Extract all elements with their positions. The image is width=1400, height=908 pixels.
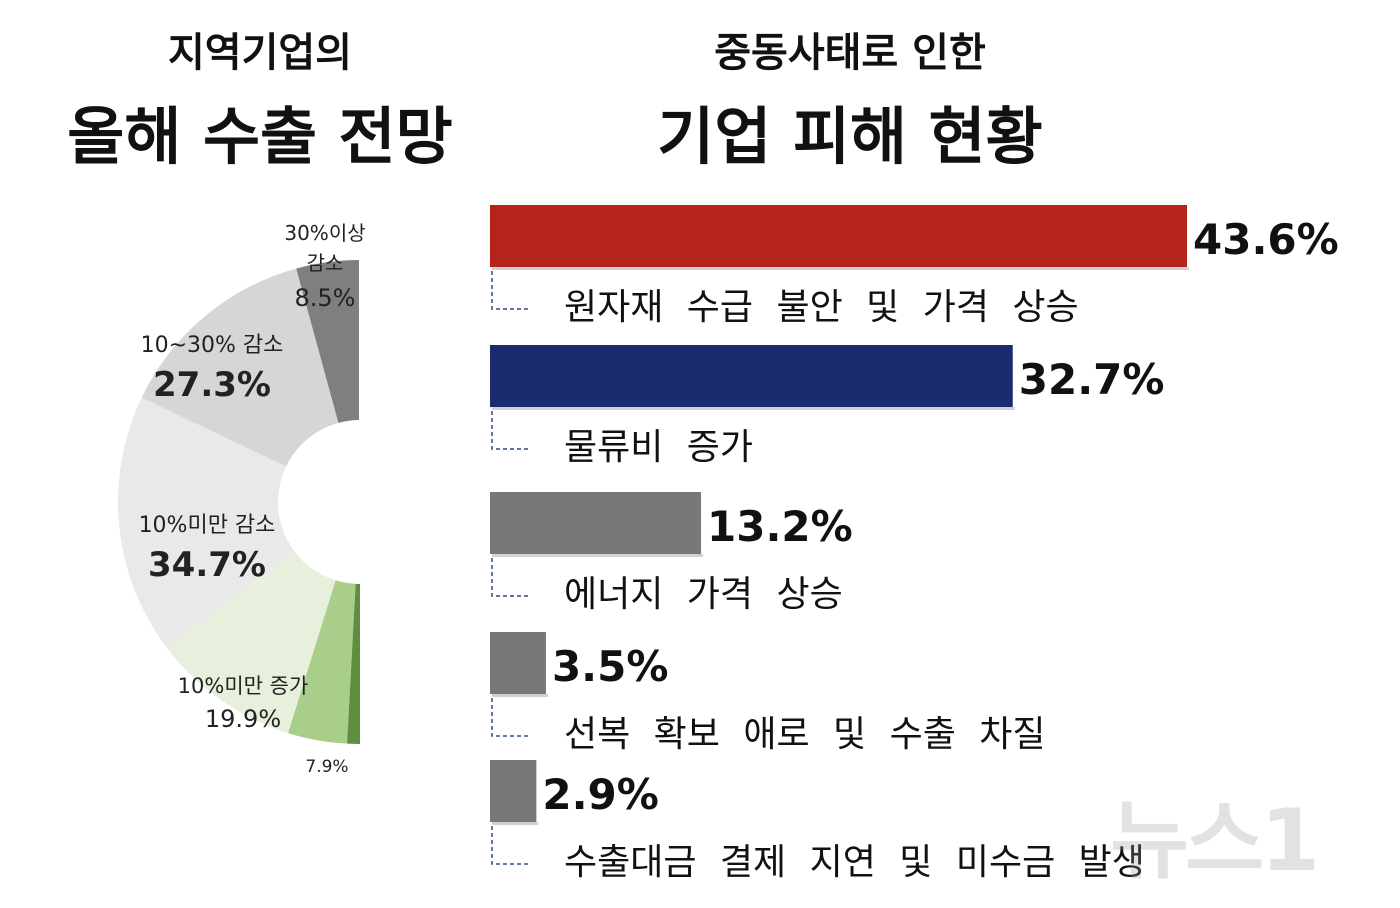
donut-chart: 30%이상 감소 8.5%10~30% 감소 27.3%10%미만 감소 34.7%10… [117, 221, 366, 777]
bar-value-label: 2.9% [542, 770, 658, 819]
bar [490, 205, 1187, 267]
bar [490, 760, 537, 822]
bar-shadow [492, 822, 539, 825]
bar-shadow [492, 267, 1189, 270]
bar-value-label: 13.2% [707, 502, 853, 551]
left-title-line2: 올해 수출 전망 [67, 100, 453, 173]
bar-connector [491, 411, 528, 450]
bar-connector [491, 271, 528, 310]
watermark: 뉴스1 [1110, 791, 1320, 891]
bar-category-label: 원자재 수급 불안 및 가격 상승 [564, 287, 1079, 328]
bar-value-label: 3.5% [552, 642, 668, 691]
donut-label-category: 10~30% 감소 [141, 333, 284, 358]
donut-label-category: 10%미만 감소 [139, 513, 276, 538]
left-title-line1: 지역기업의 [168, 30, 352, 76]
bar-connector [491, 698, 528, 737]
donut-slice [117, 397, 295, 648]
donut-label-category: 감소 [307, 251, 344, 275]
bar-shadow [492, 694, 548, 697]
donut-label-value: 27.3% [153, 365, 271, 405]
donut-label-value: 34.7% [148, 545, 266, 585]
donut-label-value: 8.5% [295, 284, 356, 312]
bar-category-label: 에너지 가격 상승 [564, 574, 843, 615]
bar-connector [491, 826, 528, 865]
bar-value-label: 43.6% [1193, 215, 1339, 264]
bar-value-label: 32.7% [1019, 355, 1165, 404]
donut-label: 7.9% [305, 757, 348, 777]
bar-category-label: 수출대금 결제 지연 및 미수금 발생 [564, 842, 1145, 883]
bar [490, 345, 1013, 407]
right-title-line1: 중동사태로 인한 [714, 30, 986, 76]
donut-label-category: 10%미만 증가 [178, 674, 309, 698]
donut-label: 10%미만 증가 19.9% [178, 674, 309, 733]
bar-connector [491, 558, 528, 597]
donut-label: 10%미만 감소 34.7% [139, 513, 276, 585]
donut-slice [347, 583, 360, 744]
donut-slice [141, 268, 339, 467]
bar-shadow [492, 554, 704, 557]
donut-slice [296, 260, 360, 423]
bar-category-label: 선복 확보 애로 및 수출 차질 [564, 714, 1046, 755]
donut-label: 10~30% 감소 27.3% [141, 333, 284, 405]
bar [490, 492, 702, 554]
bar [490, 632, 546, 694]
bar-chart: 43.6% 원자재 수급 불안 및 가격 상승 32.7% 물류비 증가 13.2% 에너… [490, 205, 1339, 883]
right-title-line2: 기업 피해 현황 [657, 100, 1043, 173]
donut-slice [288, 580, 356, 744]
donut-slice [166, 551, 336, 734]
donut-label-value: 19.9% [205, 705, 281, 733]
donut-label-value: 7.9% [305, 757, 348, 777]
bar-shadow [492, 407, 1015, 410]
donut-label-category: 30%이상 [284, 221, 365, 245]
bar-category-label: 물류비 증가 [564, 427, 753, 468]
